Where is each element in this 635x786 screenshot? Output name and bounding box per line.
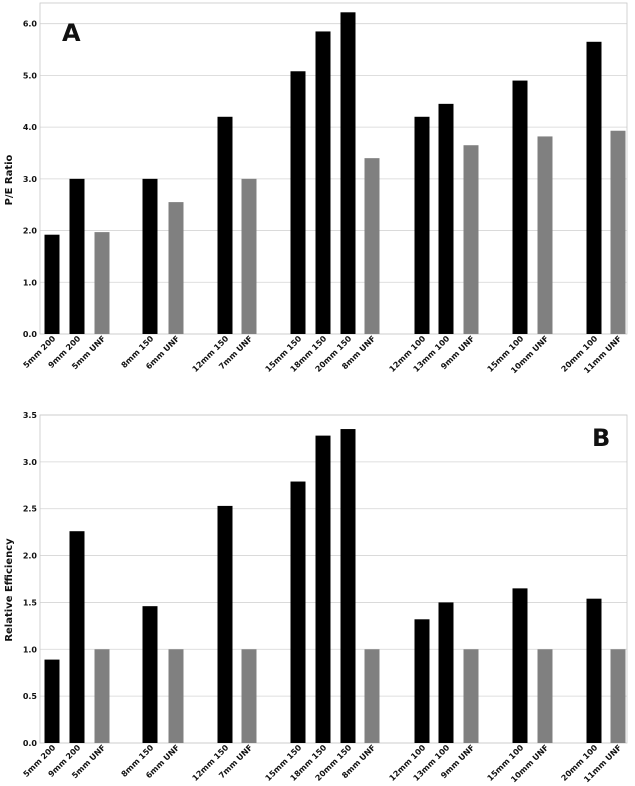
bar (241, 649, 257, 743)
panel-label-a: A (62, 19, 81, 47)
y-tick-label: 0.0 (23, 739, 38, 748)
panel-label-b: B (592, 424, 610, 452)
plot-frame (39, 414, 628, 744)
y-tick-label: 2.0 (23, 552, 38, 561)
bar (364, 649, 380, 743)
y-tick-label: 2.5 (23, 505, 38, 514)
bars (44, 12, 626, 335)
gridlines (40, 23, 627, 335)
chart-panel-a: A P/E Ratio 0.0 1.0 2.0 3.0 4.0 5.0 6.0 5mm 200… (4, 2, 628, 375)
bar (168, 202, 184, 334)
bar (586, 41, 602, 334)
bar (217, 116, 233, 334)
y-tick-label: 1.0 (23, 645, 38, 654)
bar (168, 649, 184, 743)
bar (217, 505, 233, 743)
bar (610, 649, 626, 743)
y-axis-label-b: Relative Efficiency (4, 538, 15, 642)
bar (69, 531, 85, 743)
bar (44, 234, 60, 334)
bar (364, 158, 380, 334)
bars (44, 429, 626, 743)
y-tick-label: 4.0 (23, 123, 38, 132)
bar (94, 232, 110, 334)
bar (537, 136, 553, 334)
bar (586, 598, 602, 743)
y-tick-label: 3.5 (23, 411, 38, 420)
bar (438, 602, 454, 743)
y-tick-label: 0.5 (23, 692, 38, 701)
bar (512, 588, 528, 743)
bar (290, 71, 306, 335)
bar (610, 130, 626, 334)
bar (438, 103, 454, 334)
y-tick-labels: 0.0 0.5 1.0 1.5 2.0 2.5 3.0 3.5 (23, 411, 38, 748)
bar (414, 619, 430, 743)
bar (142, 606, 158, 743)
y-tick-label: 1.5 (23, 598, 38, 607)
bar (512, 80, 528, 334)
bar (44, 659, 60, 743)
bar (340, 429, 356, 743)
y-tick-label: 3.0 (23, 458, 38, 467)
bar (340, 12, 356, 334)
y-tick-label: 6.0 (23, 20, 38, 29)
y-tick-labels: 0.0 1.0 2.0 3.0 4.0 5.0 6.0 (23, 20, 38, 339)
bar (94, 649, 110, 743)
y-tick-label: 3.0 (23, 175, 38, 184)
bar (414, 116, 430, 334)
chart-panel-b: B Relative Efficiency 0.0 0.5 1.0 1.5 2.0 2.5… (4, 411, 628, 784)
bar (69, 178, 85, 334)
y-tick-label: 0.0 (23, 330, 38, 339)
plot-frame (39, 2, 628, 335)
bar (142, 178, 158, 334)
bar (315, 435, 331, 743)
bar (290, 481, 306, 743)
y-axis-label-a: P/E Ratio (4, 154, 15, 205)
bar (463, 649, 479, 743)
y-tick-label: 1.0 (23, 278, 38, 287)
y-tick-label: 5.0 (23, 71, 38, 80)
bar (463, 145, 479, 334)
bar (537, 649, 553, 743)
bar (315, 31, 331, 334)
y-tick-label: 2.0 (23, 227, 38, 236)
bar (241, 178, 257, 334)
